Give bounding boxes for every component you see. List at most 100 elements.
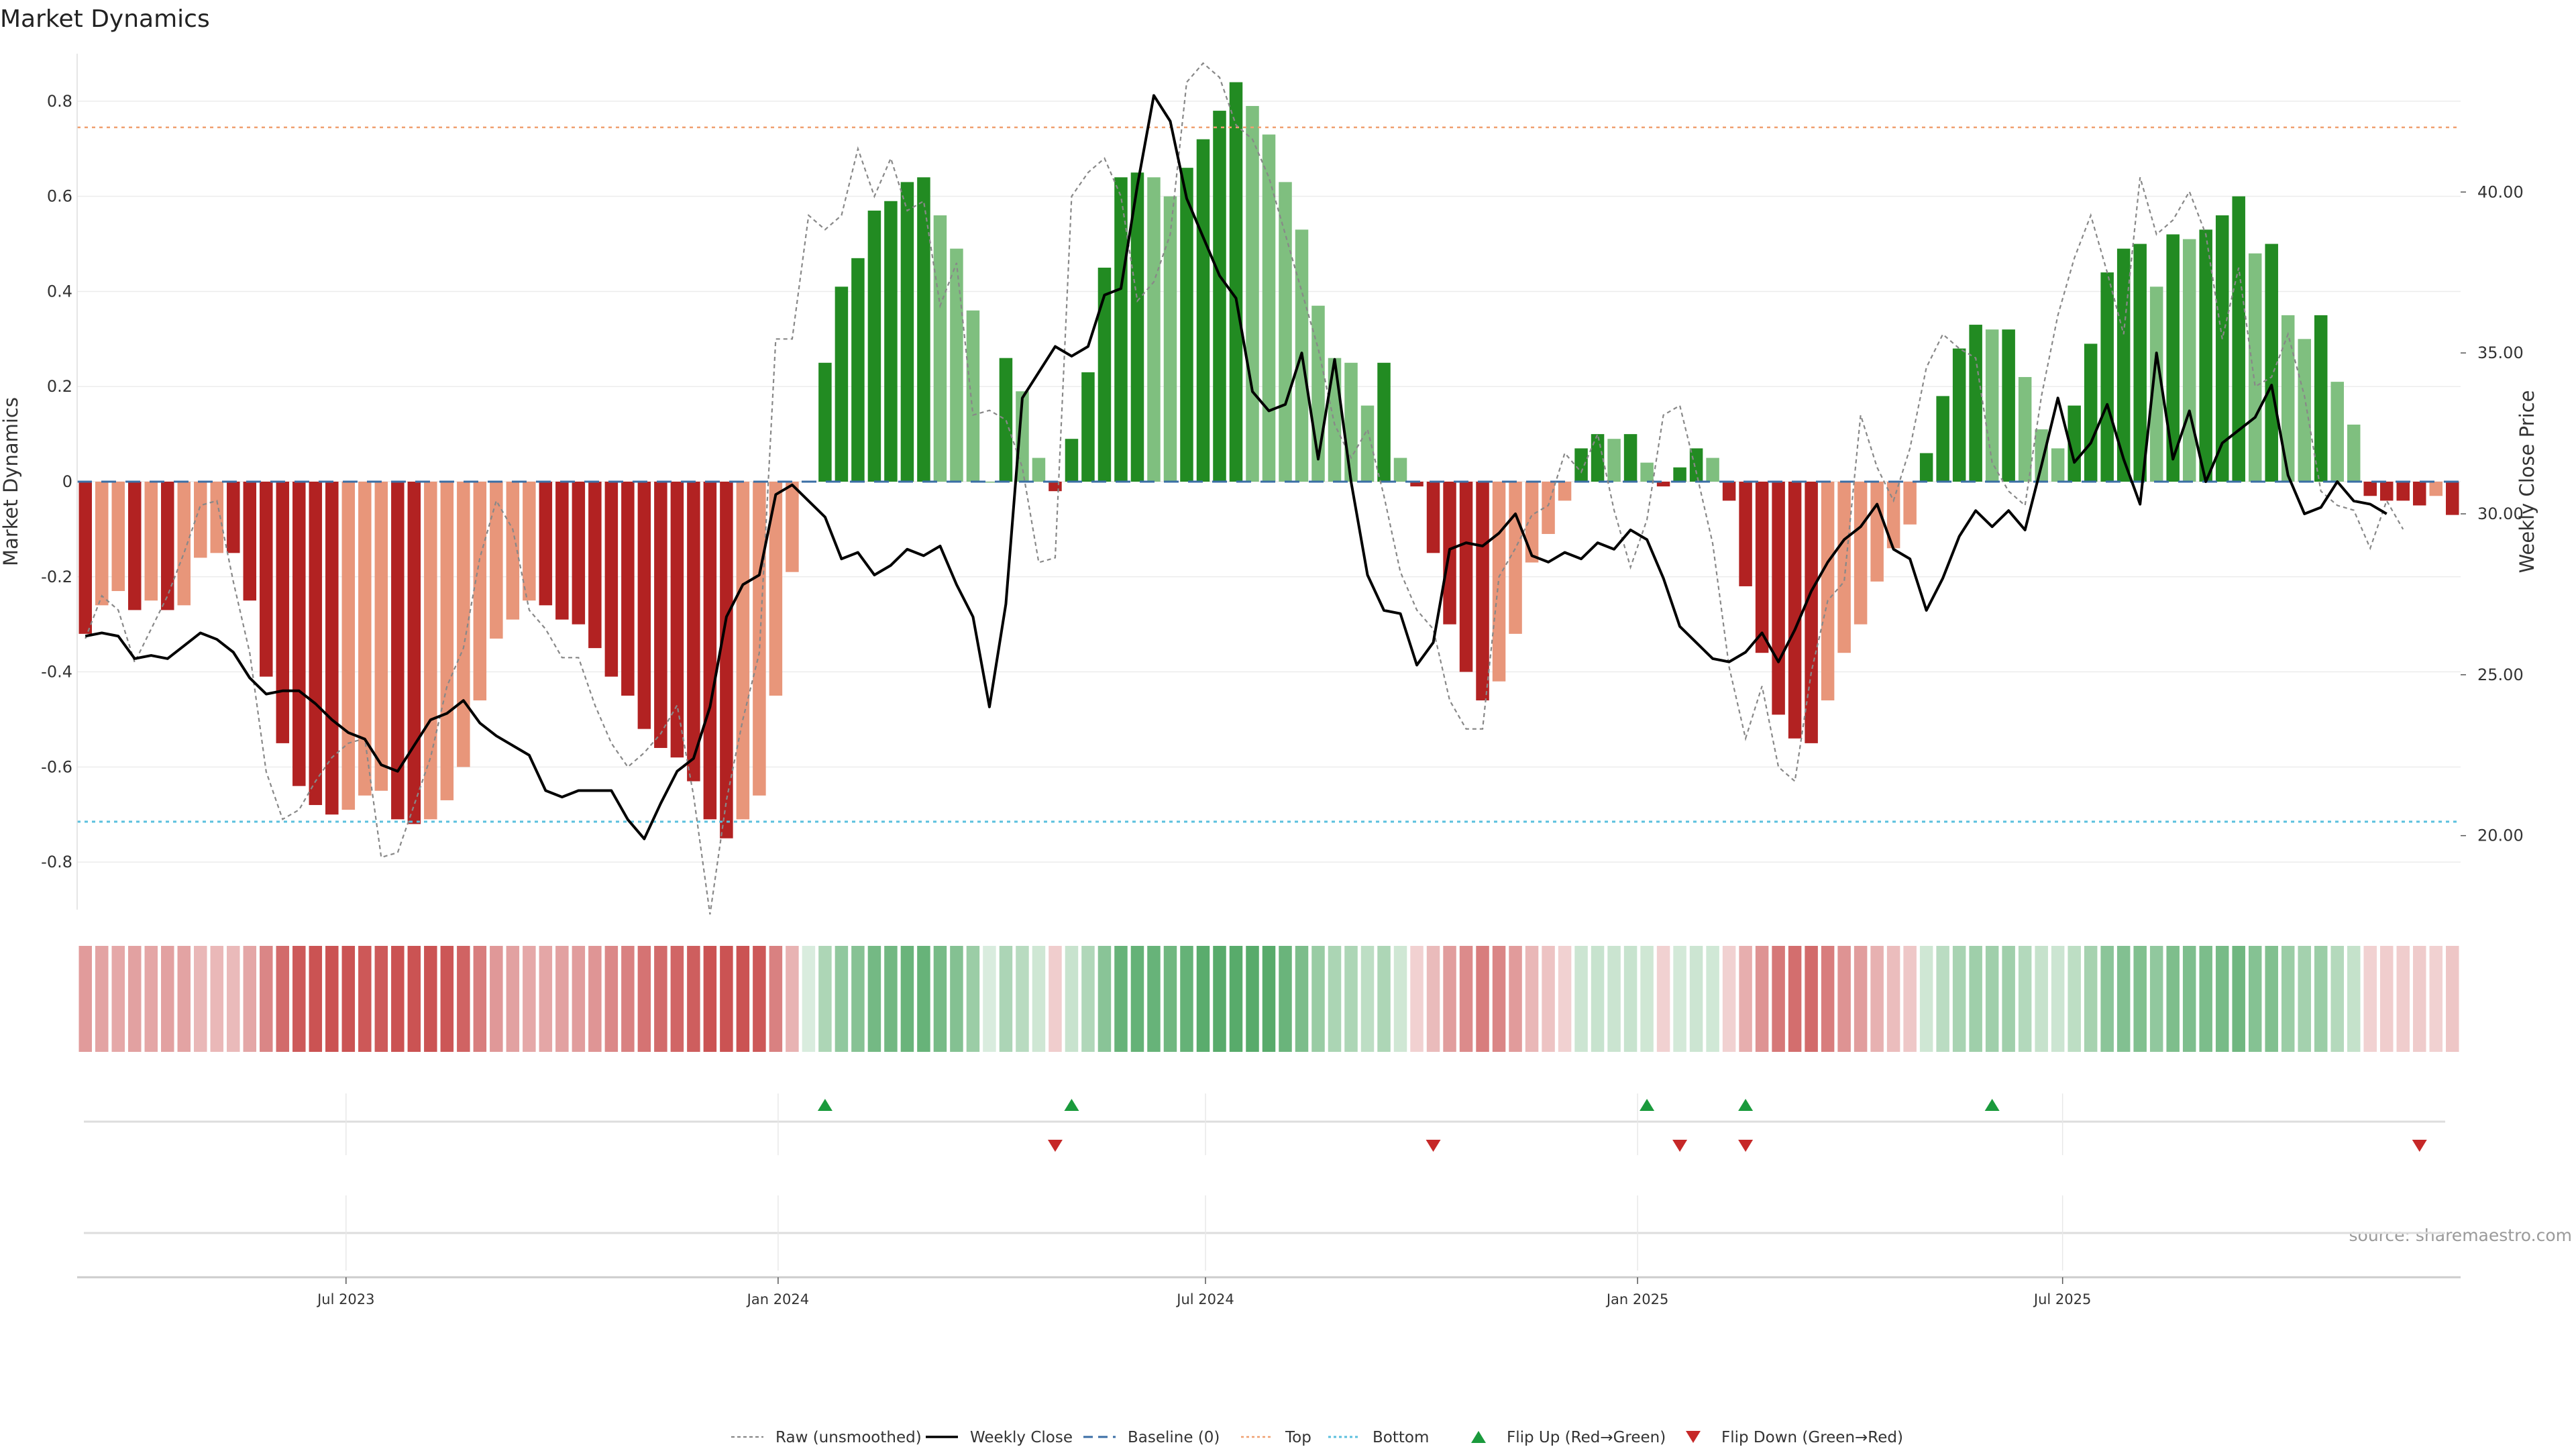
raw-unsmoothed-line (85, 62, 2404, 915)
legend-bottom-label: Bottom (1373, 1429, 1429, 1446)
regime-strip-cell (2199, 946, 2212, 1052)
market-dynamics-bar (1985, 329, 1999, 482)
regime-strip-cell (621, 946, 635, 1052)
regime-strip-cell (473, 946, 487, 1052)
flip-up-marker (1640, 1099, 1655, 1111)
market-dynamics-bar (1558, 482, 1572, 501)
market-dynamics-bar (950, 248, 963, 482)
market-dynamics-bar (1328, 358, 1342, 482)
regime-strip-cell (818, 946, 832, 1052)
regime-strip-cell (1623, 946, 1638, 1052)
y2-tick-label: 25.00 (2477, 665, 2524, 684)
market-dynamics-bar (555, 482, 569, 620)
market-dynamics-bar (917, 177, 930, 482)
regime-strip-cell (1673, 946, 1686, 1052)
regime-strip-cell (2018, 946, 2032, 1052)
market-dynamics-bar (490, 482, 503, 639)
y-axis-label: Market Dynamics (0, 397, 22, 566)
market-dynamics-bar (1886, 482, 1900, 549)
regime-strip-cell (1886, 946, 1900, 1052)
market-dynamics-bar (276, 482, 290, 743)
market-dynamics-bar (983, 482, 996, 483)
regime-strip-cell (802, 946, 816, 1052)
market-dynamics-bar (243, 482, 257, 601)
regime-strip-cell (1344, 946, 1358, 1052)
market-dynamics-bar (2182, 239, 2196, 482)
regime-strip-cell (1936, 946, 1949, 1052)
market-dynamics-bar (210, 482, 224, 553)
market-dynamics-bar (884, 201, 898, 482)
regime-strip-cell (1229, 946, 1243, 1052)
regime-strip-cell (1262, 946, 1276, 1052)
market-dynamics-bar (1525, 482, 1539, 563)
regime-strip-cell (2035, 946, 2048, 1052)
market-dynamics-bar (851, 258, 865, 482)
market-dynamics-bar (2298, 339, 2311, 482)
regime-strip-cell (523, 946, 536, 1052)
market-dynamics-bar (1755, 482, 1769, 653)
market-dynamics-bar (374, 482, 388, 791)
regime-strip-cell (1525, 946, 1539, 1052)
regime-strip-cell (2182, 946, 2196, 1052)
market-dynamics-bar (2314, 315, 2328, 482)
regime-strip-cell (1065, 946, 1079, 1052)
market-dynamics-bar (999, 358, 1013, 482)
regime-strip-cell (2084, 946, 2098, 1052)
regime-strip-cell (1969, 946, 1982, 1052)
regime-strip-cell (1196, 946, 1210, 1052)
regime-strip-cell (2100, 946, 2114, 1052)
regime-strip-cell (194, 946, 207, 1052)
x-tick-label: Jul 2024 (1175, 1291, 1234, 1307)
market-dynamics-bar (341, 482, 356, 810)
market-dynamics-bar (111, 482, 125, 592)
market-dynamics-bar (2116, 248, 2131, 482)
market-dynamics-bar (572, 482, 586, 625)
legend-flip-down-label: Flip Down (Green→Red) (1721, 1429, 1903, 1446)
legend-flip-up-swatch (1471, 1431, 1486, 1443)
market-dynamics-bar (1344, 362, 1358, 482)
regime-strip-cell (1443, 946, 1456, 1052)
regime-strip-cell (950, 946, 963, 1052)
market-dynamics-bar (2199, 229, 2212, 482)
regime-strip-cell (572, 946, 586, 1052)
x-tick-label: Jan 2025 (1605, 1291, 1669, 1307)
regime-strip-cell (1492, 946, 1506, 1052)
source-note: source: sharemaestro.com (2349, 1226, 2573, 1245)
regime-strip-cell (1805, 946, 1818, 1052)
legend-flip-down-swatch (1686, 1431, 1701, 1443)
regime-strip-cell (227, 946, 240, 1052)
market-dynamics-bar (867, 210, 881, 482)
market-dynamics-bar (1509, 482, 1522, 634)
legend-baseline-label: Baseline (0) (1128, 1429, 1220, 1446)
market-dynamics-bar (1821, 482, 1835, 701)
regime-strip-cell (1952, 946, 1966, 1052)
regime-strip-cell (2248, 946, 2262, 1052)
regime-strip-cell (1049, 946, 1062, 1052)
regime-strip-cell (1360, 946, 1375, 1052)
regime-strip-cell (2281, 946, 2295, 1052)
market-dynamics-bar (325, 482, 339, 815)
regime-strip-cell (2429, 946, 2443, 1052)
regime-strip-cell (1377, 946, 1391, 1052)
market-dynamics-bar (786, 482, 799, 572)
regime-strip-cell (687, 946, 700, 1052)
market-dynamics-bar (1574, 448, 1588, 482)
y-tick-label: 0 (62, 472, 72, 491)
regime-strip-cell (1854, 946, 1868, 1052)
market-dynamics-bar (457, 482, 470, 767)
market-dynamics-bar (1607, 439, 1621, 482)
market-dynamics-bar (1870, 482, 1884, 582)
regime-strip-cell (736, 946, 750, 1052)
market-dynamics-bar (1739, 482, 1752, 586)
regime-strip-cell (78, 946, 93, 1052)
regime-strip-cell (1410, 946, 1424, 1052)
regime-strip-cell (144, 946, 158, 1052)
market-dynamics-bar (1097, 268, 1112, 482)
y2-tick-label: 40.00 (2477, 182, 2524, 201)
regime-strip-cell (1755, 946, 1769, 1052)
market-dynamics-bar (2363, 482, 2377, 496)
regime-strip-cell (1032, 946, 1046, 1052)
market-dynamics-bar (1656, 482, 1670, 487)
regime-strip-cell (2445, 946, 2459, 1052)
lines-layer (77, 62, 2461, 915)
